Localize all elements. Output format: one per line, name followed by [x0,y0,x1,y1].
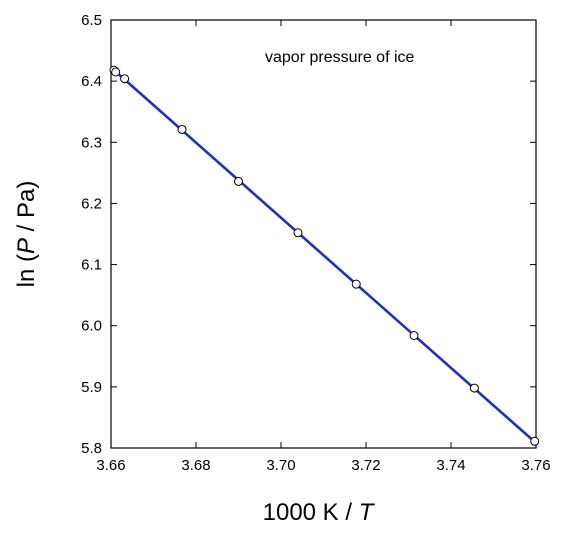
data-point [177,124,187,134]
y-axis-title: ln (P / Pa) [13,181,40,288]
data-point [120,74,130,84]
y-tick-label: 6.2 [81,195,102,212]
data-point [409,330,419,340]
data-point [293,228,303,238]
data-point [111,67,121,77]
x-axis-ticks: 3.66 3.68 3.70 3.72 3.74 3.76 [96,20,551,474]
x-tick-label: 3.66 [96,457,125,474]
x-tick-label: 3.72 [351,457,380,474]
x-tick-label: 3.68 [181,457,210,474]
plot-area [110,19,537,449]
x-tick-label: 3.74 [436,457,465,474]
data-point [469,383,479,393]
series-group [109,65,540,446]
data-point [234,176,243,186]
y-tick-label: 6.4 [81,73,102,90]
y-tick-label: 5.9 [81,379,102,396]
chart-annotation: vapor pressure of ice [265,49,415,66]
y-tick-label: 6.0 [81,318,102,335]
data-point [351,279,361,289]
x-axis-title: 1000 K / T [263,499,376,526]
x-tick-label: 3.70 [266,457,295,474]
y-tick-label: 6.1 [81,257,102,274]
y-tick-label: 6.5 [81,12,102,29]
y-tick-label: 5.8 [81,440,102,457]
y-tick-label: 6.3 [81,134,102,151]
y-axis-ticks: 5.8 5.9 6.0 6.1 6.2 6.3 6.4 6.5 [81,12,536,457]
x-tick-label: 3.76 [521,457,550,474]
data-point [530,436,540,446]
